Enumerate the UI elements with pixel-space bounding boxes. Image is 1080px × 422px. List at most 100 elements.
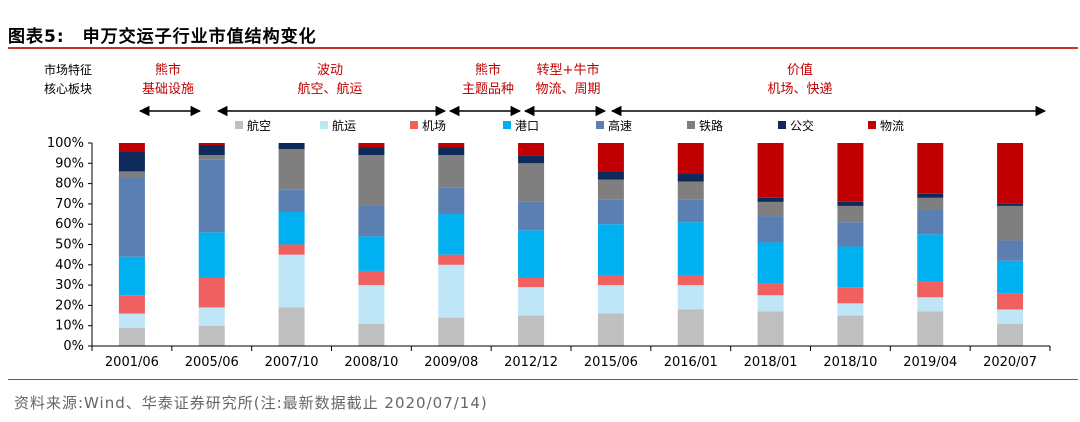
- bar-segment: [358, 285, 385, 324]
- source-rule: [8, 379, 1078, 380]
- bar-segment: [837, 143, 864, 202]
- bar-segment: [198, 276, 225, 308]
- bar-segment: [118, 295, 145, 314]
- legend-label-5: 高速: [608, 118, 632, 133]
- bar-segment: [518, 230, 545, 277]
- bar-segment: [438, 254, 465, 265]
- bar-segment: [997, 143, 1024, 204]
- y-tick-label: 70%: [55, 197, 84, 212]
- bar-segment: [438, 155, 465, 188]
- bar-segment: [997, 260, 1024, 294]
- bar-segment: [997, 205, 1024, 241]
- legend-swatch-6: [687, 121, 695, 129]
- bar-segment: [837, 201, 864, 206]
- bar-segment: [438, 147, 465, 156]
- bar-segment: [757, 295, 784, 312]
- x-tick-label: 2018/10: [823, 355, 877, 370]
- x-tick-label: 2019/04: [903, 355, 957, 370]
- bar-segment: [837, 287, 864, 304]
- bar-segment: [518, 287, 545, 316]
- bar-segment: [837, 222, 864, 247]
- title-rule: [8, 47, 1078, 49]
- x-tick-label: 2001/06: [105, 355, 159, 370]
- legend-label-3: 机场: [422, 119, 446, 133]
- legend-label-1: 航空: [247, 118, 271, 133]
- bar-segment: [917, 193, 944, 198]
- bar-segment: [757, 216, 784, 243]
- legend-swatch-4: [503, 121, 511, 129]
- x-axis: 2001/06 2005/06 2007/10 2008/10 2009/08 2012/…: [91, 345, 1051, 370]
- bar-segment: [118, 256, 145, 296]
- y-axis: 0% 10% 20% 30% 40% 50% 60% 70% 80% 90% 100%: [47, 136, 93, 354]
- period-5-sectors: 机场、快递: [767, 82, 832, 97]
- bar-segment: [757, 201, 784, 217]
- x-tick-label: 2009/08: [424, 355, 478, 370]
- bar-segment: [278, 212, 305, 245]
- bar-segment: [997, 309, 1024, 324]
- bar-segment: [518, 155, 545, 164]
- y-tick-label: 40%: [55, 258, 84, 273]
- legend-swatch-1: [235, 121, 243, 129]
- bar-segment: [757, 311, 784, 346]
- y-tick-label: 60%: [55, 217, 84, 232]
- y-tick-label: 20%: [55, 298, 84, 313]
- bar-segment: [757, 283, 784, 296]
- bar-segment: [837, 205, 864, 223]
- bar-segment: [438, 214, 465, 255]
- bar-segment: [597, 313, 624, 346]
- bar-segment: [917, 197, 944, 210]
- y-tick-label: 80%: [55, 177, 84, 192]
- bar-segment: [518, 163, 545, 202]
- bar-segment: [597, 199, 624, 225]
- bar-segment: [997, 240, 1024, 261]
- period-4-sectors: 物流、周期: [535, 82, 600, 97]
- bar-segment: [518, 315, 545, 346]
- bar-segment: [677, 222, 704, 275]
- bar-segment: [997, 323, 1024, 346]
- bar-segment: [917, 209, 944, 235]
- bar-segment: [917, 311, 944, 346]
- period-3-feature: 熊市: [475, 62, 501, 78]
- legend-label-7: 公交: [790, 118, 814, 133]
- bar-segment: [438, 187, 465, 215]
- y-tick-label: 50%: [55, 238, 84, 253]
- bar-segment: [597, 285, 624, 314]
- bar-segment: [597, 143, 624, 172]
- bar-segment: [358, 143, 385, 148]
- bar-segment: [358, 147, 385, 156]
- x-tick-label: 2020/07: [983, 355, 1037, 370]
- legend-swatch-8: [868, 121, 876, 129]
- bar-segment: [757, 197, 784, 202]
- bar-segment: [518, 201, 545, 231]
- legend-swatch-7: [778, 121, 786, 129]
- period-5-feature: 价值: [787, 62, 813, 78]
- period-1-sectors: 基础设施: [142, 82, 194, 97]
- bar-segment: [278, 244, 305, 255]
- legend-label-4: 港口: [515, 119, 539, 133]
- bar-segment: [198, 232, 225, 277]
- source-note: 资料来源:Wind、华泰证券研究所(注:最新数据截止 2020/07/14): [14, 394, 488, 412]
- bars: [118, 143, 1024, 346]
- figure-title: 图表5: 申万交运子行业市值结构变化: [8, 22, 317, 47]
- bar-segment: [118, 177, 145, 257]
- bar-segment: [198, 307, 225, 326]
- legend-label-8: 物流: [880, 119, 904, 133]
- period-1-feature: 熊市: [155, 62, 181, 78]
- x-tick-label: 2008/10: [344, 355, 398, 370]
- bar-segment: [677, 274, 704, 286]
- x-tick-label: 2012/12: [504, 355, 558, 370]
- bar-segment: [677, 285, 704, 310]
- y-tick-label: 30%: [55, 278, 84, 293]
- bar-segment: [358, 155, 385, 206]
- row-label-sectors: 核心板块: [44, 82, 92, 96]
- bar-segment: [677, 173, 704, 182]
- bar-segment: [518, 143, 545, 156]
- bar-segment: [597, 171, 624, 180]
- legend-swatch-2: [320, 121, 328, 129]
- bar-segment: [358, 205, 385, 237]
- bar-segment: [997, 293, 1024, 310]
- row-label-feature: 市场特征: [44, 62, 92, 77]
- bar-segment: [118, 151, 145, 172]
- bar-segment: [757, 143, 784, 198]
- bar-segment: [518, 276, 545, 288]
